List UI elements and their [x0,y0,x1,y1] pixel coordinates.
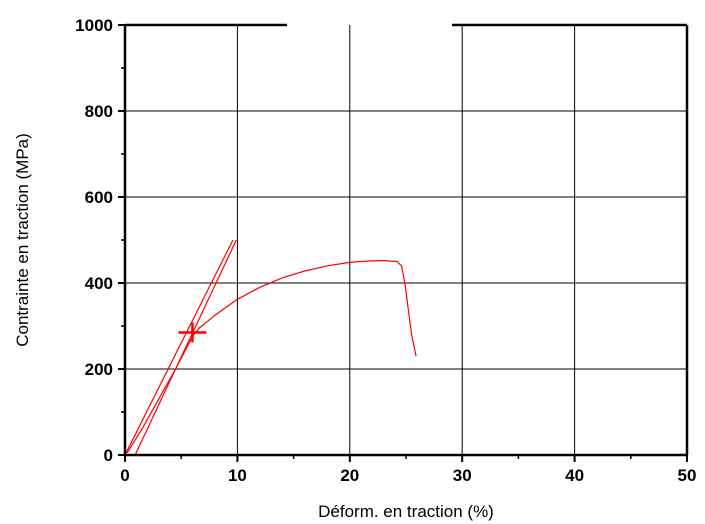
tick-labels: 0 10 20 30 40 50 0 200 400 600 800 1000 [75,16,696,485]
y-tick-label: 0 [104,446,113,465]
y-tick-label: 400 [85,274,113,293]
x-tick-label: 40 [565,466,584,485]
x-tick-label: 10 [228,466,247,485]
marker-layer [178,322,207,343]
grid-lines [125,25,687,455]
x-tick-label: 0 [120,466,129,485]
axis-ticks [118,24,688,462]
x-axis-title: Déform. en traction (%) [318,502,494,521]
series-line-3 [124,239,234,456]
y-tick-label: 200 [85,360,113,379]
cross-marker [178,322,207,343]
x-tick-label: 30 [453,466,472,485]
series-line-2 [134,239,237,456]
x-tick-label: 20 [340,466,359,485]
y-tick-label: 600 [85,188,113,207]
x-tick-label: 50 [678,466,697,485]
series-layer [124,239,417,456]
y-tick-label: 800 [85,102,113,121]
y-axis-title: Contrainte en traction (MPa) [13,133,32,347]
y-tick-label: 1000 [75,16,113,35]
